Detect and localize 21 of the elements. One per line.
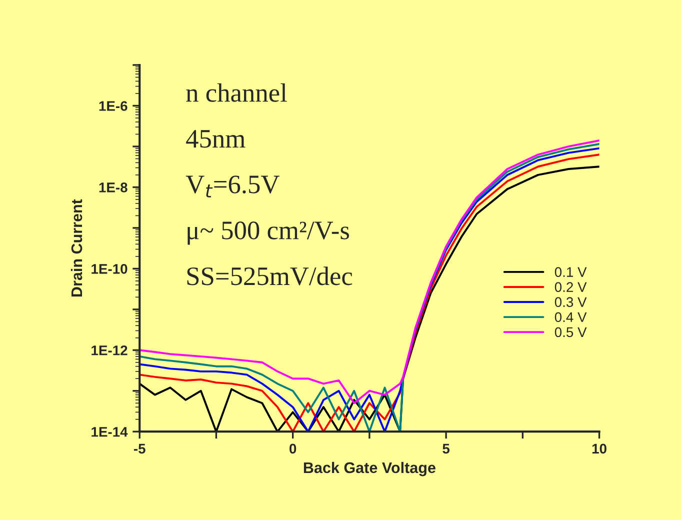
- annotation: μ~ 500 cm²/V-s: [188, 222, 350, 245]
- annotation: n channel: [186, 83, 287, 102]
- x-tick-label: 0: [290, 444, 296, 454]
- legend-label: 0.1 V: [554, 267, 587, 277]
- y-tick-label: 1E-8: [99, 182, 128, 192]
- legend-label: 0.3 V: [554, 297, 587, 308]
- y-axis-title: Drain Current: [70, 199, 82, 297]
- y-tick-label: 1E-12: [92, 345, 128, 356]
- x-axis-title: Back Gate Voltage: [304, 462, 436, 476]
- legend-label: 0.2 V: [554, 282, 587, 292]
- annotation: V$_{t}$=6.5V: [186, 176, 280, 198]
- annotation: SS=525mV/dec: [187, 266, 352, 286]
- legend-label: 0.5 V: [554, 327, 587, 338]
- y-tick-label: 1E-14: [92, 427, 128, 437]
- x-tick-label: 5: [442, 444, 450, 454]
- x-tick-label: 10: [592, 444, 606, 454]
- y-tick-label: 1E-10: [92, 264, 128, 274]
- legend-label: 0.4 V: [554, 312, 587, 322]
- x-tick-label: -5: [134, 444, 146, 454]
- annotation: 45nm: [186, 130, 246, 148]
- y-tick-label: 1E-6: [99, 101, 128, 111]
